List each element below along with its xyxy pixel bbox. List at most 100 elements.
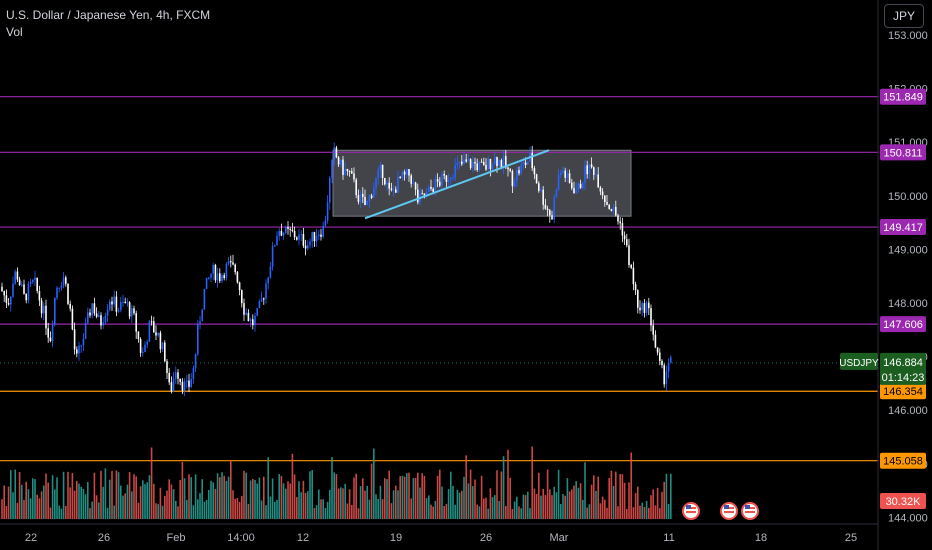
volume-bar — [573, 485, 575, 519]
candle-body — [78, 345, 80, 354]
symbol-tag-bg — [840, 352, 878, 370]
volume-bar — [322, 499, 324, 519]
candle-body — [533, 168, 536, 175]
candle-body — [223, 275, 225, 279]
candle-body — [113, 296, 115, 305]
volume-bar — [502, 456, 505, 519]
volume-bar — [423, 475, 426, 519]
candle-body — [311, 231, 313, 242]
volume-bar — [518, 506, 520, 519]
price-tick-label: 146.000 — [888, 405, 928, 417]
candle-body — [639, 307, 641, 311]
candle-body — [355, 179, 357, 196]
candle-body — [177, 372, 179, 379]
volume-bar — [148, 475, 151, 519]
volume-bar — [667, 504, 670, 519]
candle-body — [568, 173, 571, 183]
candle-body — [150, 321, 153, 323]
current-price-bg — [880, 352, 926, 385]
volume-bar — [124, 493, 126, 519]
candle-body — [357, 195, 360, 202]
volume-bar — [214, 488, 217, 519]
volume-bar — [445, 503, 448, 519]
candle-body — [307, 245, 309, 249]
volume-bar — [630, 452, 632, 519]
candle-body — [544, 204, 547, 209]
flag-canton — [745, 505, 750, 509]
candle-body — [346, 168, 349, 172]
volume-bar — [280, 475, 283, 519]
candle-body — [29, 281, 32, 284]
candle-body — [95, 313, 98, 317]
volume-bar — [557, 469, 560, 519]
candle-body — [170, 382, 173, 392]
volume-label[interactable]: Vol — [6, 25, 23, 39]
volume-bar — [51, 475, 54, 519]
volume-bar — [564, 495, 566, 519]
volume-bar — [384, 478, 386, 519]
level-price-label: 149.417 — [883, 222, 923, 234]
currency-button[interactable]: JPY — [884, 4, 924, 28]
volume-bar — [375, 494, 377, 519]
candle-body — [21, 284, 23, 286]
volume-bar — [641, 502, 643, 519]
flag-stripe — [724, 511, 734, 513]
volume-bar — [27, 489, 30, 519]
time-tick-label: Mar — [550, 532, 569, 544]
volume-bar — [597, 476, 599, 519]
volume-bar — [555, 492, 558, 519]
volume-bar — [335, 474, 338, 519]
volume-bar — [478, 506, 481, 519]
candle-body — [298, 234, 300, 240]
volume-bar — [370, 463, 373, 519]
time-tick-label: 25 — [845, 532, 857, 544]
time-tick-label: 26 — [480, 532, 492, 544]
volume-bar — [639, 505, 641, 519]
candle-body — [148, 321, 151, 342]
volume-bar — [69, 487, 71, 519]
candle-body — [12, 283, 14, 297]
candle-body — [188, 380, 190, 387]
candle-body — [348, 171, 351, 173]
candle-body — [333, 147, 335, 161]
candle-body — [183, 381, 186, 391]
symbol-title[interactable]: U.S. Dollar / Japanese Yen, 4h, FXCM — [6, 8, 211, 22]
volume-bar — [595, 490, 597, 519]
candle-body — [10, 296, 12, 305]
candle-body — [203, 288, 206, 310]
candle-body — [634, 284, 637, 291]
volume-bar — [628, 482, 630, 519]
volume-bar — [58, 505, 60, 519]
candle-body — [304, 245, 307, 249]
candle-body — [637, 290, 639, 308]
volume-bar — [533, 488, 536, 519]
candle-body — [562, 170, 564, 173]
price-tick-label: 144.000 — [888, 512, 928, 524]
candle-body — [612, 206, 615, 211]
candle-body — [364, 196, 366, 206]
volume-bar — [507, 449, 509, 519]
volume-bar — [109, 479, 111, 519]
candle-body — [518, 170, 520, 174]
candle-body — [564, 170, 566, 178]
volume-bar — [183, 478, 186, 519]
volume-bar — [643, 506, 646, 519]
volume-bar — [263, 476, 265, 519]
volume-bar — [342, 488, 344, 519]
economic-events[interactable] — [682, 502, 759, 520]
volume-bar — [188, 474, 190, 519]
volume-bar — [610, 470, 613, 519]
candle-body — [546, 208, 549, 211]
volume-bar — [522, 494, 525, 519]
volume-bar — [617, 506, 619, 519]
candle-body — [144, 344, 146, 353]
volume-bar — [357, 508, 360, 519]
volume-bar — [601, 496, 604, 519]
price-tick-label: 149.000 — [888, 244, 928, 256]
candle-body — [326, 202, 329, 221]
trendline[interactable] — [364, 149, 550, 220]
candle-body — [274, 245, 276, 247]
volume-bar — [458, 492, 461, 519]
volume-bar — [491, 497, 494, 519]
